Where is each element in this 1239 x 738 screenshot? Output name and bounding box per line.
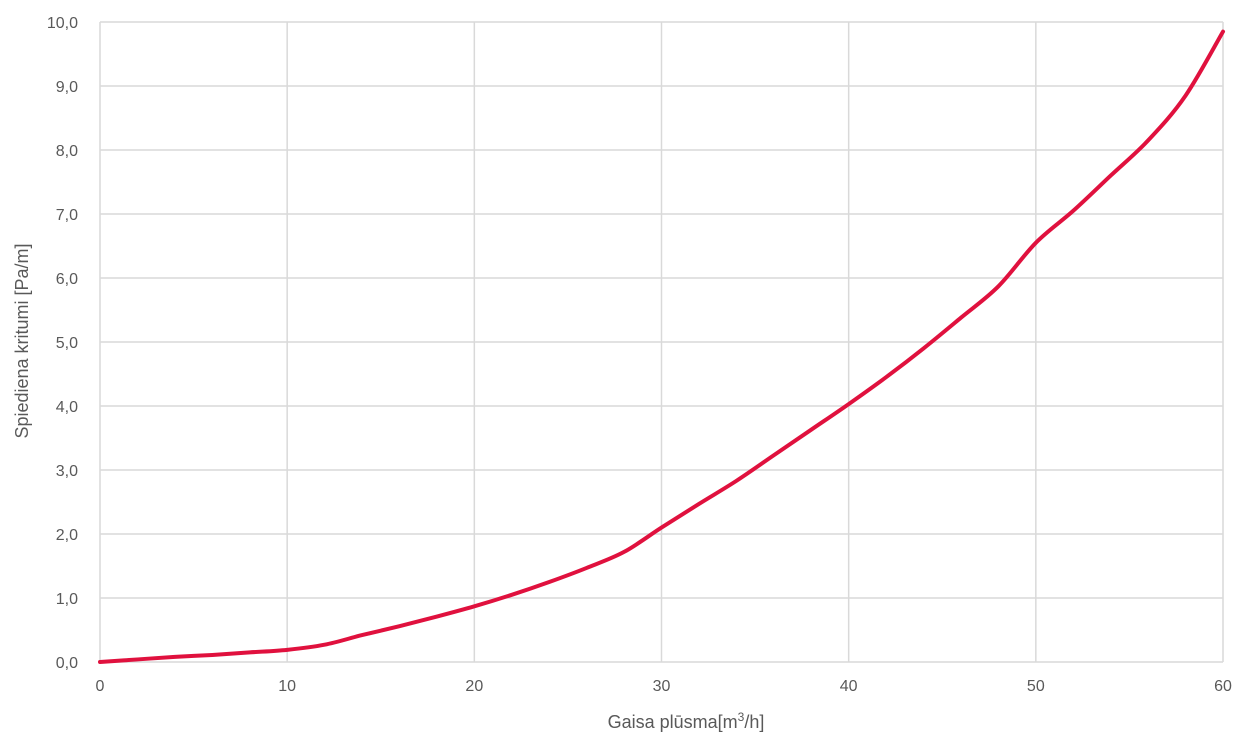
y-tick-label: 5,0	[56, 335, 78, 352]
x-axis-title: Gaisa plūsma[m3/h]	[608, 710, 765, 732]
y-tick-label: 0,0	[56, 655, 78, 672]
x-axis-ticks: 0 10 20 30 40 50 60	[96, 678, 1232, 695]
y-tick-label: 1,0	[56, 591, 78, 608]
y-tick-label: 7,0	[56, 207, 78, 224]
x-tick-label: 50	[1027, 678, 1045, 695]
y-tick-label: 8,0	[56, 143, 78, 160]
y-tick-label: 10,0	[47, 15, 78, 32]
y-tick-label: 9,0	[56, 79, 78, 96]
y-tick-label: 3,0	[56, 463, 78, 480]
y-tick-label: 4,0	[56, 399, 78, 416]
x-tick-label: 10	[278, 678, 296, 695]
series-line	[98, 29, 1225, 664]
x-tick-label: 60	[1214, 678, 1232, 695]
y-tick-label: 6,0	[56, 271, 78, 288]
x-tick-label: 20	[465, 678, 483, 695]
y-axis-title: Spiediena kritumi [Pa/m]	[12, 243, 32, 438]
grid	[99, 21, 1224, 663]
y-tick-label: 2,0	[56, 527, 78, 544]
series-group	[98, 29, 1225, 664]
x-tick-label: 0	[96, 678, 105, 695]
x-tick-label: 40	[840, 678, 858, 695]
y-axis-ticks: 0,0 1,0 2,0 3,0 4,0 5,0 6,0 7,0 8,0 9,0 10,0	[47, 15, 78, 672]
x-tick-label: 30	[653, 678, 671, 695]
